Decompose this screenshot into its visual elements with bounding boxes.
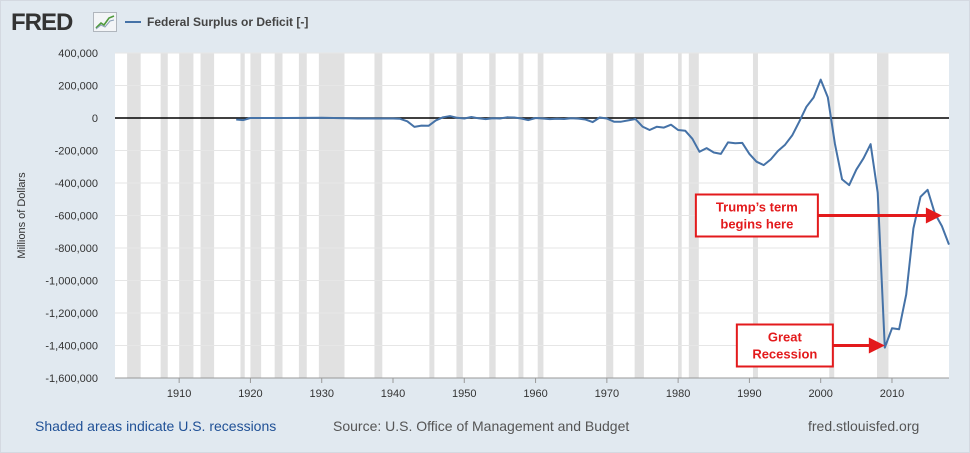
chart-header: FRED Federal Surplus or Deficit [-] [1,1,969,45]
y-tick-label: -200,000 [55,146,98,158]
source-note: Source: U.S. Office of Management and Bu… [333,418,630,434]
y-tick-label: -1,600,000 [45,373,98,385]
chart-footer: Shaded areas indicate U.S. recessions So… [1,418,969,438]
line-chart: 400,000 200,000 0 -200,000 -400,000 -600,000 -… [16,48,950,400]
site-link[interactable]: fred.stlouisfed.org [808,418,920,434]
legend-line-icon [125,21,141,23]
series-legend[interactable]: Federal Surplus or Deficit [-] [125,15,308,29]
annotation-text: Great [768,330,803,345]
annotation-text: begins here [720,217,793,232]
y-axis-label: Millions of Dollars [16,172,28,259]
x-tick-label: 1990 [737,388,761,400]
x-tick-label: 1980 [666,388,690,400]
x-tick-label: 2010 [880,388,904,400]
series-line[interactable] [236,78,950,349]
y-tick-label: 0 [92,113,98,125]
y-tick-label: -1,200,000 [45,308,98,320]
y-tick-label: 400,000 [58,48,98,60]
fred-logo-graph-icon [93,12,117,32]
x-tick-label: 1930 [309,388,333,400]
annotation-arrow-head [925,207,942,224]
legend-label: Federal Surplus or Deficit [-] [147,15,309,29]
y-tick-label: -600,000 [55,211,98,223]
y-tick-label: -400,000 [55,178,98,190]
annotation-text: Recession [752,347,817,362]
x-tick-label: 2000 [808,388,832,400]
annotation-box [735,323,834,368]
x-tick-label: 1940 [381,388,405,400]
x-tick-label: 1950 [452,388,476,400]
recession-note-link[interactable]: Shaded areas indicate U.S. recessions [35,418,277,434]
y-tick-label: -800,000 [55,243,98,255]
x-tick-label: 1920 [238,388,262,400]
x-tick-label: 1970 [595,388,619,400]
y-tick-label: 200,000 [58,81,98,93]
fred-logo[interactable]: FRED [11,9,73,36]
x-tick-label: 1960 [523,388,547,400]
x-tick-label: 1910 [167,388,191,400]
y-tick-label: -1,000,000 [45,276,98,288]
annotation-text: Trump’s term [716,200,798,215]
y-tick-label: -1,400,000 [45,341,98,353]
annotation-box [694,193,819,238]
annotation-arrow-head [868,337,885,354]
chart-area: 400,000 200,000 0 -200,000 -400,000 -600,000 -… [1,39,969,409]
